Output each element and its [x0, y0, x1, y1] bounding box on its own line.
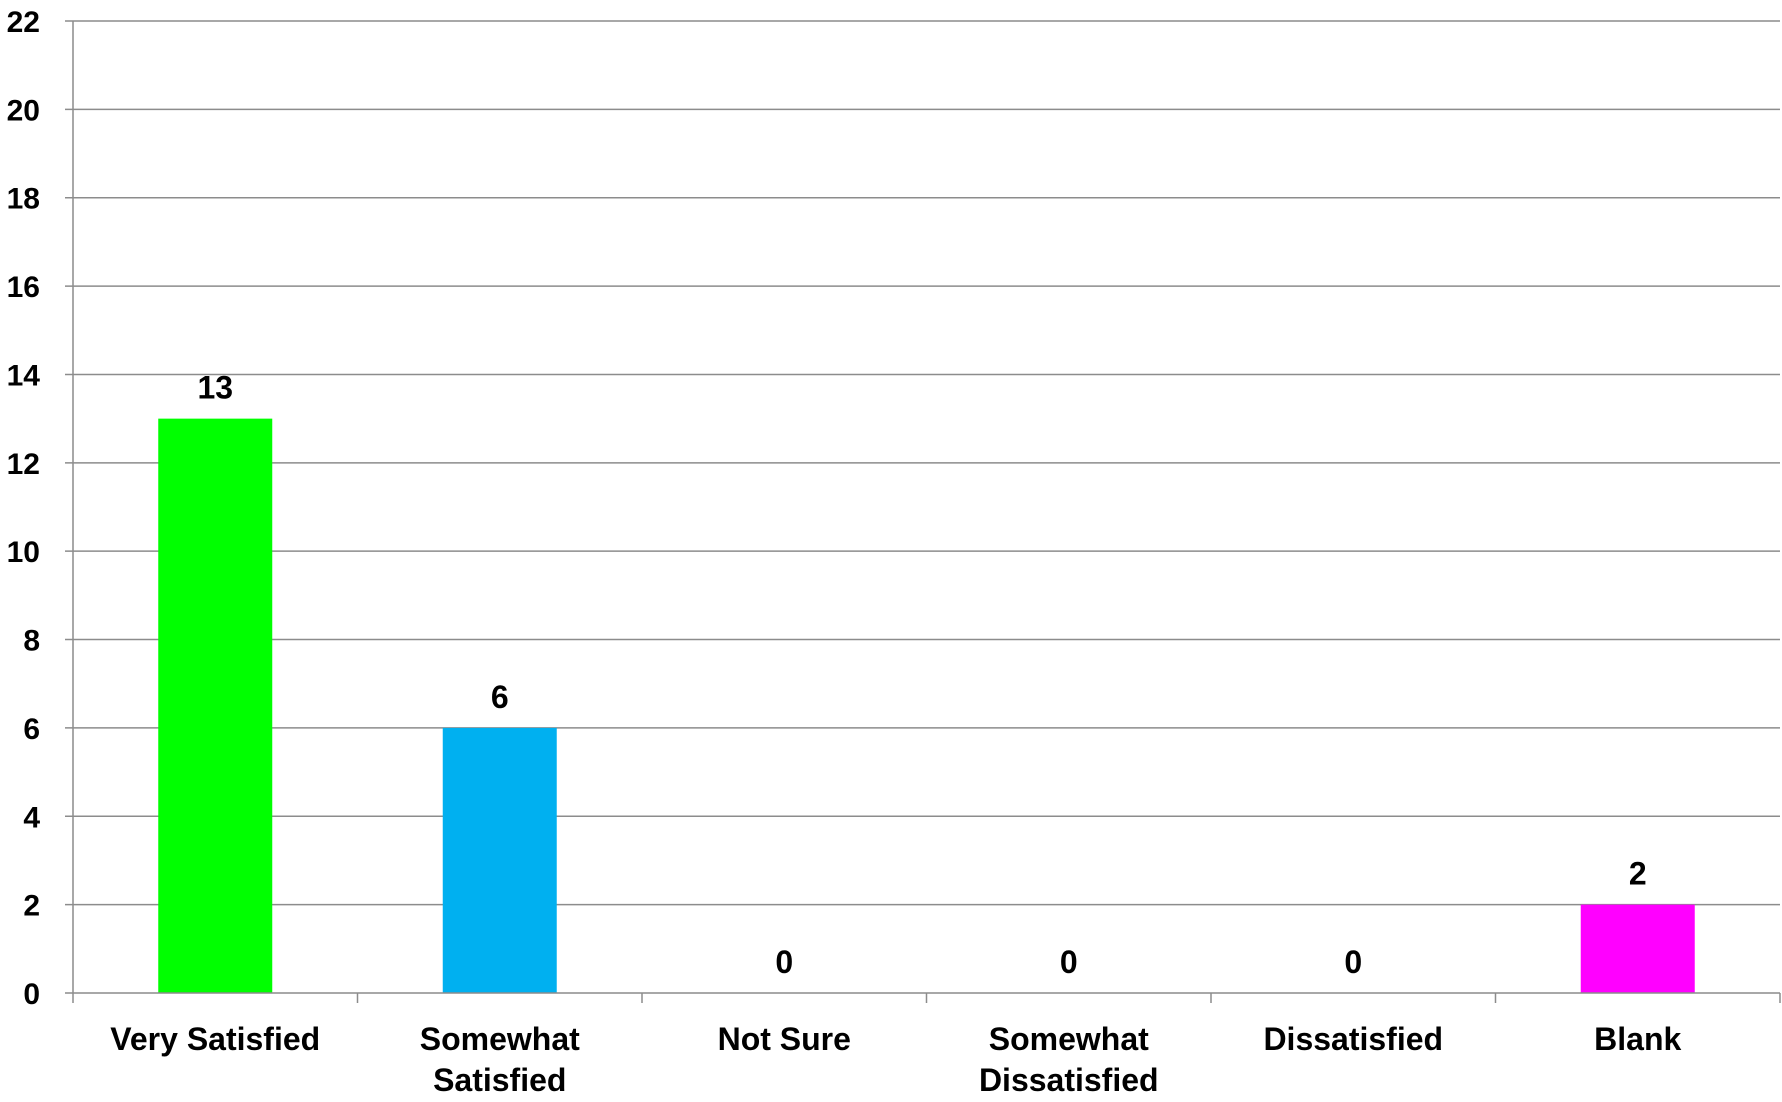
y-tick-label: 20	[7, 94, 40, 127]
data-label: 0	[775, 944, 793, 980]
data-label: 0	[1344, 944, 1362, 980]
y-tick-label: 0	[23, 978, 40, 1011]
bar	[442, 727, 557, 993]
x-category-label: Satisfied	[433, 1062, 566, 1097]
bars	[158, 418, 1695, 993]
y-tick-label: 18	[7, 183, 40, 216]
y-tick-label: 2	[23, 890, 40, 923]
y-tick-label: 6	[23, 713, 40, 746]
data-label: 2	[1629, 856, 1647, 892]
data-label: 13	[197, 370, 233, 406]
y-tick-label: 8	[23, 625, 40, 658]
y-tick-label: 14	[7, 359, 41, 392]
labels: 0 2 4 6 8 10 12 14 16 18 20 22 13 6 0 0 0 2 Very Satisfied…	[7, 6, 1682, 1098]
data-label: 0	[1060, 944, 1078, 980]
y-tick-label: 22	[7, 6, 40, 39]
x-category-label: Blank	[1594, 1021, 1681, 1057]
x-category-label: Somewhat	[989, 1021, 1149, 1057]
axes	[65, 21, 1781, 1003]
y-tick-label: 12	[7, 448, 40, 481]
x-category-label: Somewhat	[420, 1021, 580, 1057]
x-category-label: Very Satisfied	[110, 1021, 320, 1057]
y-tick-label: 16	[7, 271, 40, 304]
y-tick-label: 4	[23, 801, 40, 834]
x-category-label: Dissatisfied	[979, 1062, 1159, 1097]
bar	[158, 418, 273, 993]
x-category-label: Not Sure	[718, 1021, 851, 1057]
bar	[1580, 904, 1695, 993]
gridlines	[65, 20, 1780, 906]
x-category-label: Dissatisfied	[1263, 1021, 1443, 1057]
y-tick-label: 10	[7, 536, 40, 569]
data-label: 6	[491, 679, 509, 715]
